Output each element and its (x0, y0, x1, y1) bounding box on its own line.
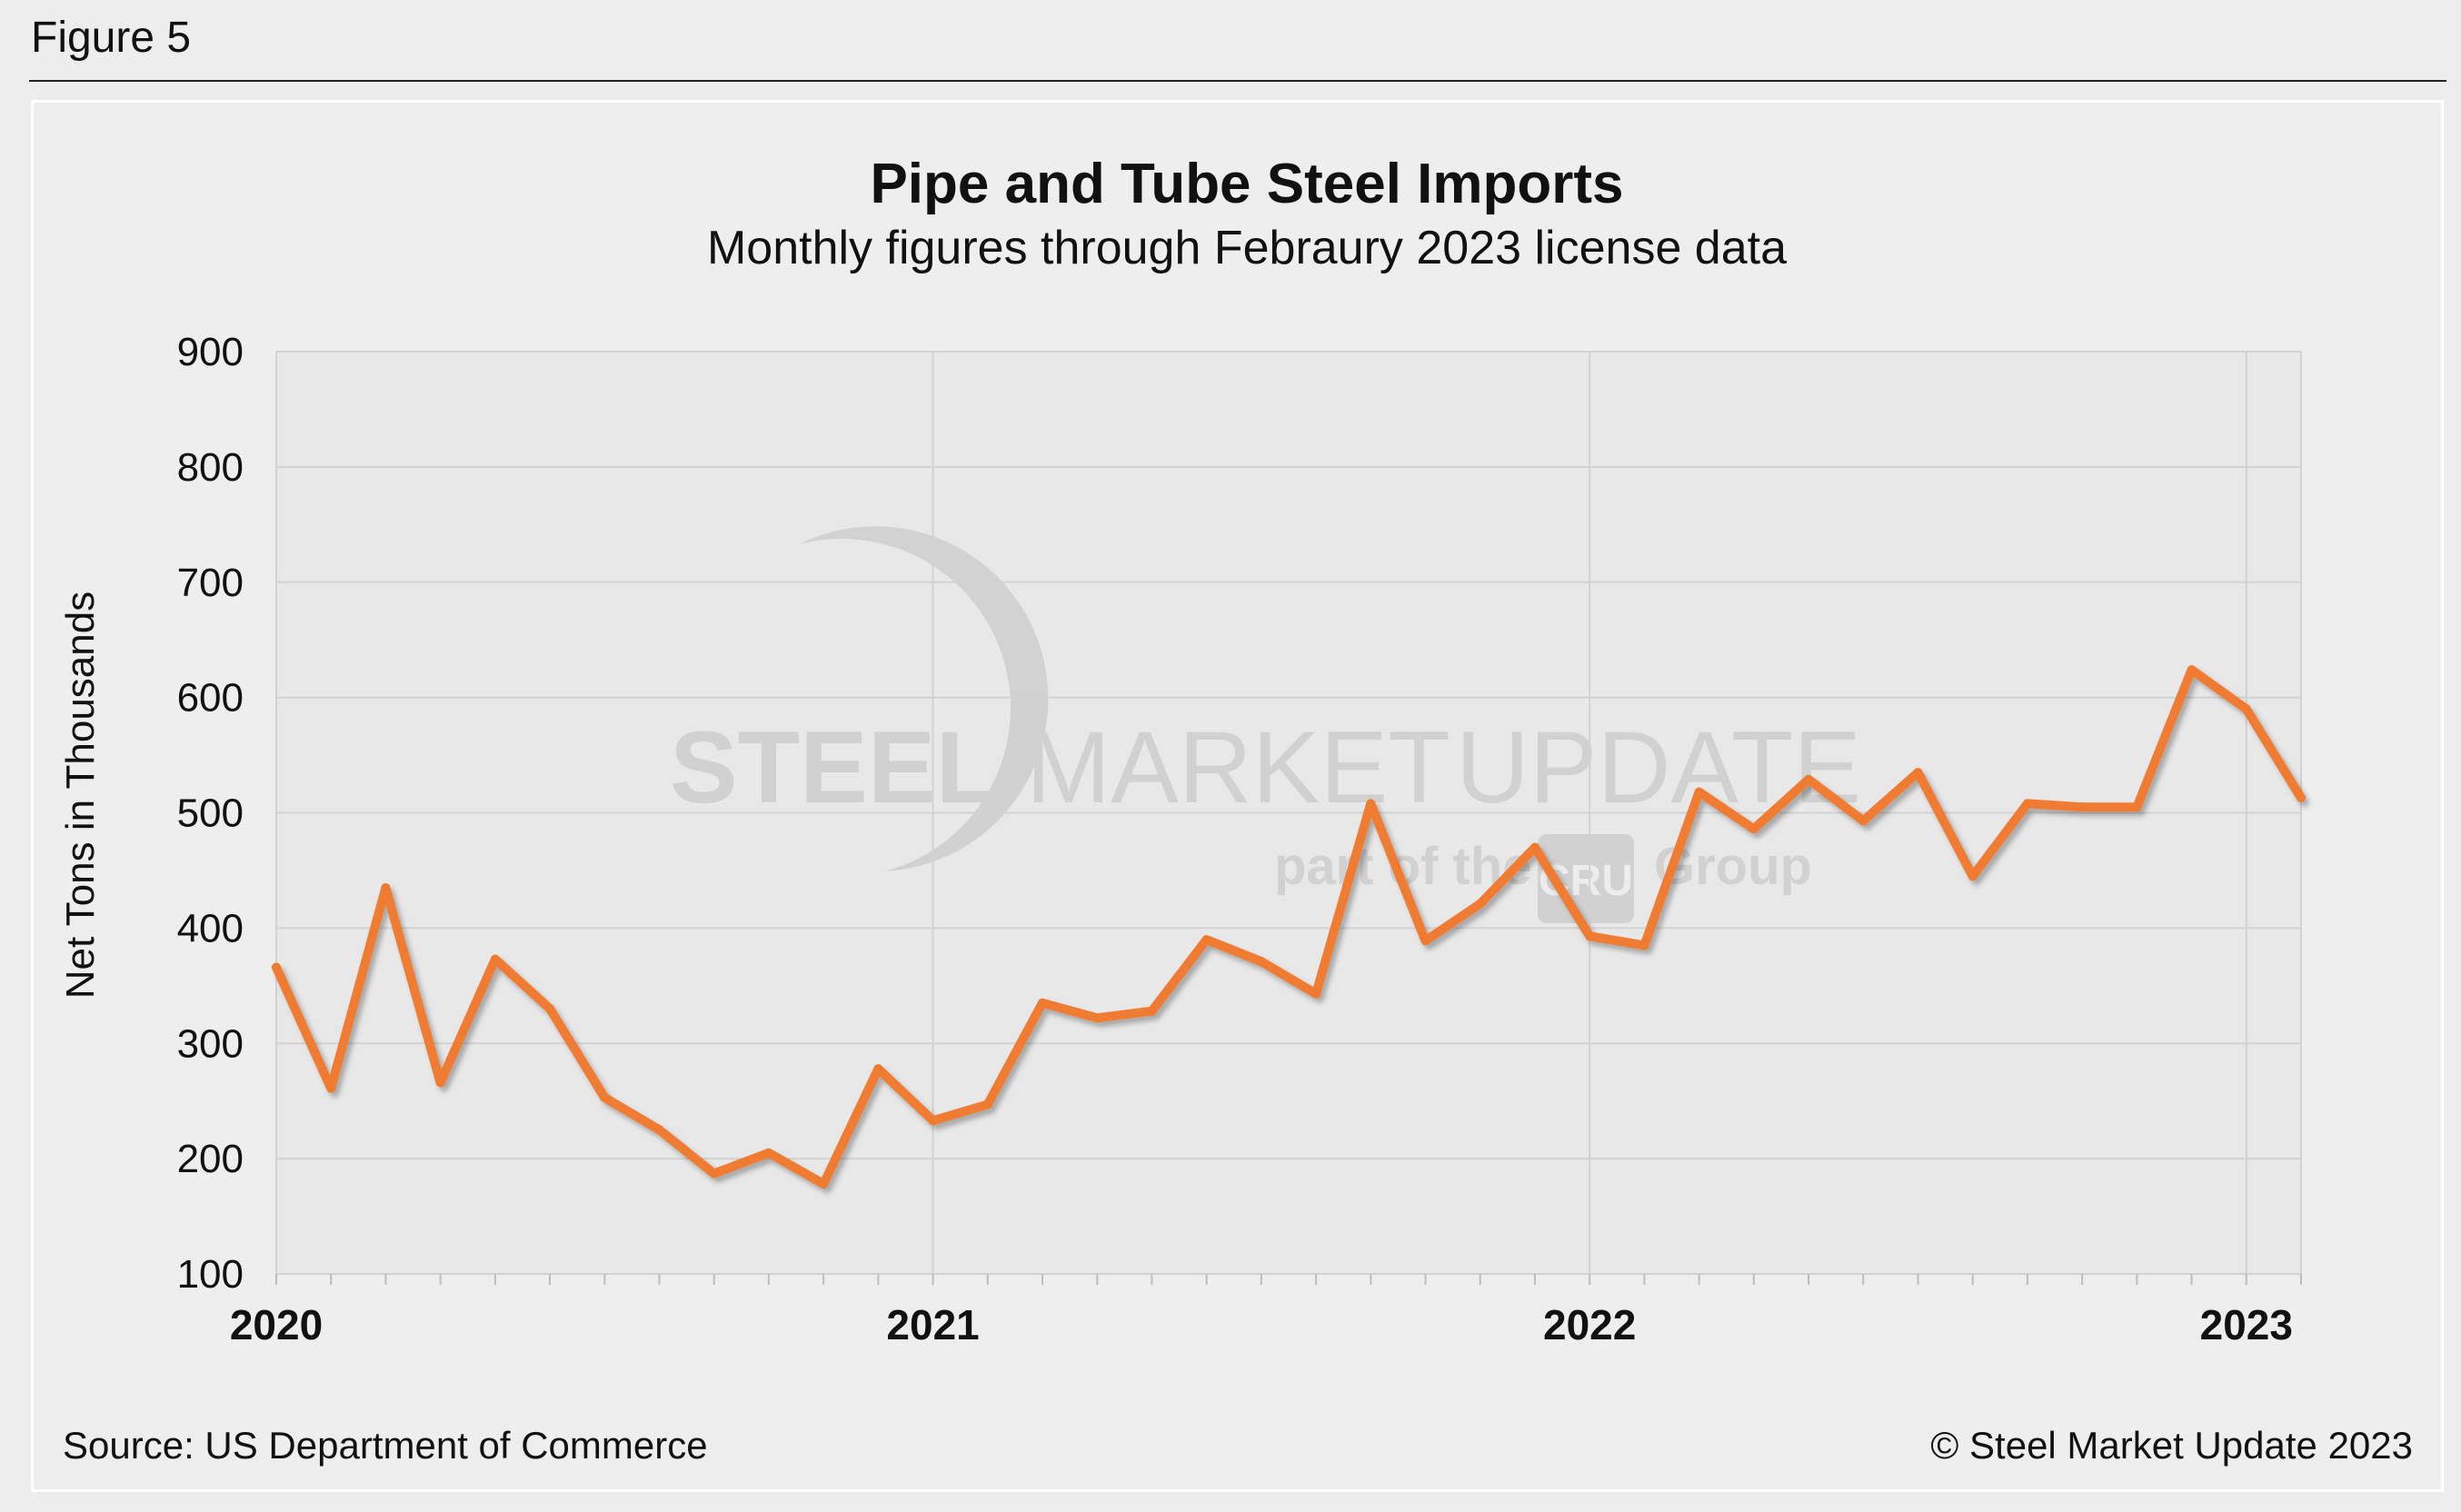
data-point (2297, 793, 2306, 803)
watermark-brand-bold: STEEL (670, 711, 998, 824)
data-point (1694, 787, 1704, 797)
source-note: Source: US Department of Commerce (63, 1424, 708, 1467)
data-point (326, 1083, 336, 1093)
data-point (1420, 936, 1430, 946)
data-point (709, 1169, 719, 1179)
grid (275, 351, 2302, 1275)
data-point (545, 1004, 555, 1014)
data-point (1639, 940, 1649, 950)
y-tick-label: 800 (177, 445, 244, 490)
copyright-note: © Steel Market Update 2023 (1930, 1424, 2413, 1467)
data-point (873, 1064, 883, 1074)
data-point (763, 1148, 773, 1158)
data-point (982, 1099, 992, 1109)
y-tick-label: 500 (177, 791, 244, 836)
y-axis-ticks: 100 200 300 400 500 600 700 800 900 (177, 330, 244, 1297)
data-point (1968, 871, 1978, 881)
y-tick-label: 600 (177, 676, 244, 721)
data-point (1092, 1013, 1102, 1023)
data-point (1913, 768, 1923, 778)
chart: Pipe and Tube Steel Imports Monthly figu… (58, 153, 2413, 1467)
y-tick-label: 900 (177, 330, 244, 374)
figure-label: Figure 5 (31, 14, 192, 62)
watermark-brand-mid: MARKET (1026, 711, 1450, 824)
data-point (819, 1179, 829, 1189)
data-point (435, 1078, 445, 1088)
x-tick-label: 2021 (886, 1301, 979, 1348)
y-tick-label: 200 (177, 1137, 244, 1181)
data-point (1475, 899, 1485, 909)
chart-title: Pipe and Tube Steel Imports (870, 153, 1623, 215)
data-point (2022, 799, 2032, 809)
data-point (1201, 935, 1211, 945)
data-point (2241, 704, 2251, 714)
data-point (1804, 774, 1814, 784)
y-tick-label: 700 (177, 561, 244, 605)
data-point (654, 1125, 664, 1135)
chart-panel: Pipe and Tube Steel Imports Monthly figu… (31, 100, 2444, 1492)
x-tick-label: 2023 (2200, 1301, 2293, 1348)
watermark-brand-light: UPDATE (1456, 711, 1861, 824)
y-tick-label: 400 (177, 906, 244, 950)
data-point (1366, 799, 1376, 809)
data-point (1749, 824, 1759, 834)
data-point (1858, 816, 1868, 826)
data-point (1038, 998, 1048, 1008)
data-point (1529, 842, 1539, 852)
data-point (2077, 802, 2087, 812)
data-point (2187, 665, 2197, 675)
data-point (1256, 957, 1266, 967)
y-tick-label: 100 (177, 1252, 244, 1297)
data-point (2132, 802, 2142, 812)
watermark: STEEL MARKET UPDATE part of the CRU Grou… (670, 526, 1861, 923)
y-axis-label: Net Tons in Thousands (58, 592, 103, 999)
series-line (272, 665, 2306, 1189)
y-tick-label: 300 (177, 1021, 244, 1066)
data-point (600, 1092, 610, 1102)
x-axis-ticks: 2020 2021 2022 2023 (230, 1274, 2302, 1348)
x-tick-label: 2022 (1543, 1301, 1636, 1348)
data-point (490, 954, 500, 964)
x-tick-label: 2020 (230, 1301, 323, 1348)
data-point (1147, 1006, 1157, 1016)
data-point (1585, 931, 1595, 941)
data-point (928, 1116, 938, 1126)
watermark-cru-badge (1538, 834, 1634, 923)
data-point (1311, 989, 1321, 999)
data-point (381, 882, 391, 892)
figure-divider (29, 80, 2446, 82)
watermark-swoosh-icon (799, 526, 1049, 871)
data-point (272, 962, 281, 972)
chart-subtitle: Monthly figures through Febraury 2023 li… (707, 222, 1787, 274)
series-layer (272, 665, 2306, 1189)
